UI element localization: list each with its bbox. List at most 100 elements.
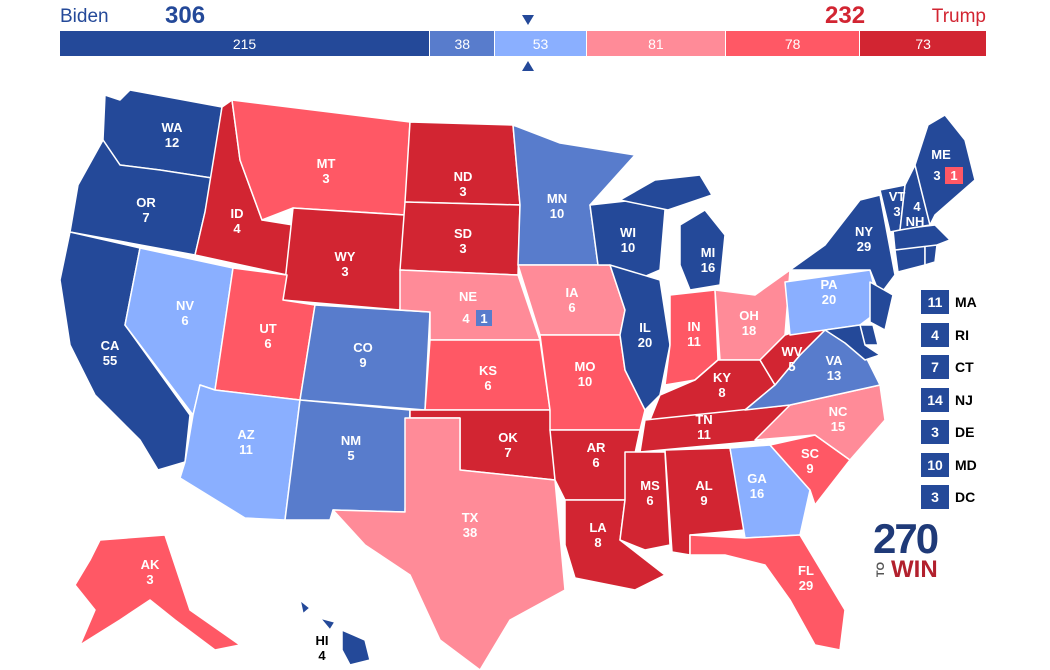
- label-MI-ev: 16: [701, 260, 715, 275]
- label-CA-abbr: CA: [101, 338, 120, 353]
- label-OR-abbr: OR: [136, 195, 156, 210]
- state-TX[interactable]: [332, 417, 566, 670]
- label-NC-ev: 15: [831, 419, 845, 434]
- label-PA-ev: 20: [822, 292, 836, 307]
- label-MT-ev: 3: [322, 171, 329, 186]
- state-TN[interactable]: [639, 404, 791, 453]
- state-NY[interactable]: [789, 194, 896, 296]
- label-HI-ev: 4: [318, 648, 326, 663]
- state-SC[interactable]: [769, 434, 851, 506]
- us-electoral-map: 1 1 WA 12 OR 7 CA 55 NV 6 ID 4 MT 3 WY 3…: [59, 89, 976, 670]
- small-state-ev: 11: [921, 290, 949, 314]
- small-states-legend: 11 MA 4 RI 7 CT 14 NJ 3 DE 10 MD 3 DC: [921, 290, 977, 518]
- state-FL[interactable]: [689, 534, 846, 651]
- ne-district-box: [476, 310, 492, 326]
- label-AL-ev: 9: [700, 493, 707, 508]
- label-WV-abbr: WV: [782, 344, 803, 359]
- label-WV-ev: 5: [788, 359, 795, 374]
- label-IA-abbr: IA: [566, 285, 580, 300]
- state-labels: WA 12 OR 7 CA 55 NV 6 ID 4 MT 3 WY 3 UT …: [101, 120, 951, 663]
- label-AZ-ev: 11: [239, 442, 253, 457]
- label-MT-abbr: MT: [317, 156, 336, 171]
- 270towin-logo[interactable]: 270 TO WIN: [873, 518, 943, 582]
- label-VT-ev: 3: [893, 204, 900, 219]
- label-NY-abbr: NY: [855, 224, 873, 239]
- label-KS-ev: 6: [484, 378, 491, 393]
- state-HI[interactable]: [299, 599, 371, 666]
- label-MO-abbr: MO: [575, 359, 596, 374]
- label-UT-ev: 6: [264, 336, 271, 351]
- label-CA-ev: 55: [103, 353, 117, 368]
- label-FL-abbr: FL: [798, 563, 814, 578]
- trump-total: 232: [825, 2, 866, 29]
- bar-segment-lean-d: 53: [495, 31, 587, 56]
- label-ID-abbr: ID: [231, 206, 244, 221]
- bar-segment-likely-d: 38: [430, 31, 496, 56]
- logo-win: WIN: [891, 556, 938, 583]
- label-KY-abbr: KY: [713, 370, 731, 385]
- label-UT-abbr: UT: [259, 321, 276, 336]
- label-KY-ev: 8: [718, 385, 725, 400]
- small-state-DE[interactable]: 3 DE: [921, 420, 977, 444]
- label-MN-abbr: MN: [547, 191, 567, 206]
- state-NJ[interactable]: [869, 281, 894, 331]
- state-IL[interactable]: [609, 264, 671, 411]
- 270-marker-top-icon: [522, 15, 534, 25]
- bar-segment-lean-r: 81: [586, 31, 727, 56]
- state-MI[interactable]: [679, 209, 726, 291]
- label-MS-ev: 6: [646, 493, 653, 508]
- trump-name: Trump: [931, 6, 986, 27]
- small-state-abbr: MA: [955, 294, 977, 310]
- label-LA-ev: 8: [594, 535, 601, 550]
- label-KS-abbr: KS: [479, 363, 497, 378]
- small-state-DC[interactable]: 3 DC: [921, 485, 977, 509]
- label-OH-abbr: OH: [739, 308, 759, 323]
- label-IA-ev: 6: [568, 300, 575, 315]
- state-MD[interactable]: [824, 324, 881, 361]
- small-state-abbr: NJ: [955, 391, 973, 408]
- label-AK-ev: 3: [146, 572, 153, 587]
- logo-to: TO: [875, 562, 887, 578]
- label-NM-ev: 5: [347, 448, 354, 463]
- label-GA-ev: 16: [750, 486, 764, 501]
- label-MI-abbr: MI: [701, 245, 715, 260]
- label-TX-abbr: TX: [462, 510, 479, 525]
- state-AK[interactable]: [74, 534, 241, 651]
- small-state-RI[interactable]: 4 RI: [921, 322, 977, 347]
- label-MO-ev: 10: [578, 374, 592, 389]
- small-state-abbr: MD: [955, 456, 977, 473]
- state-MS[interactable]: [619, 451, 671, 551]
- label-ID-ev: 4: [233, 221, 241, 236]
- 270-marker-bottom-icon: [522, 61, 534, 71]
- label-MS-abbr: MS: [640, 478, 660, 493]
- small-state-NJ[interactable]: 14 NJ: [921, 387, 977, 412]
- label-ND-abbr: ND: [454, 169, 473, 184]
- label-VT-abbr: VT: [889, 189, 906, 204]
- bar-segment-safe-d: 215: [60, 31, 431, 56]
- label-NE-ev: 4: [462, 311, 470, 326]
- label-WI-ev: 10: [621, 240, 635, 255]
- small-state-abbr: CT: [955, 359, 974, 375]
- label-WI-abbr: WI: [620, 225, 636, 240]
- label-PA-abbr: PA: [820, 277, 838, 292]
- logo-number: 270: [873, 515, 939, 562]
- state-RI[interactable]: [924, 244, 938, 266]
- state-MIU[interactable]: [619, 174, 713, 211]
- small-state-MA[interactable]: 11 MA: [921, 290, 977, 314]
- label-TN-abbr: TN: [695, 412, 712, 427]
- label-SD-ev: 3: [459, 241, 466, 256]
- label-WY-abbr: WY: [335, 249, 356, 264]
- biden-name: Biden: [60, 6, 109, 27]
- label-CO-abbr: CO: [353, 340, 373, 355]
- small-state-MD[interactable]: 10 MD: [921, 452, 977, 477]
- results-header: Biden 306 232 Trump 215 38 53 81 78 73: [0, 0, 1050, 80]
- label-IL-abbr: IL: [639, 320, 651, 335]
- label-CO-ev: 9: [359, 355, 366, 370]
- me-district-ev: 1: [950, 168, 957, 183]
- label-NV-ev: 6: [181, 313, 188, 328]
- label-ME-abbr: ME: [931, 147, 951, 162]
- biden-total: 306: [165, 2, 206, 29]
- small-state-CT[interactable]: 7 CT: [921, 355, 977, 379]
- label-AZ-abbr: AZ: [237, 427, 254, 442]
- label-AL-abbr: AL: [695, 478, 712, 493]
